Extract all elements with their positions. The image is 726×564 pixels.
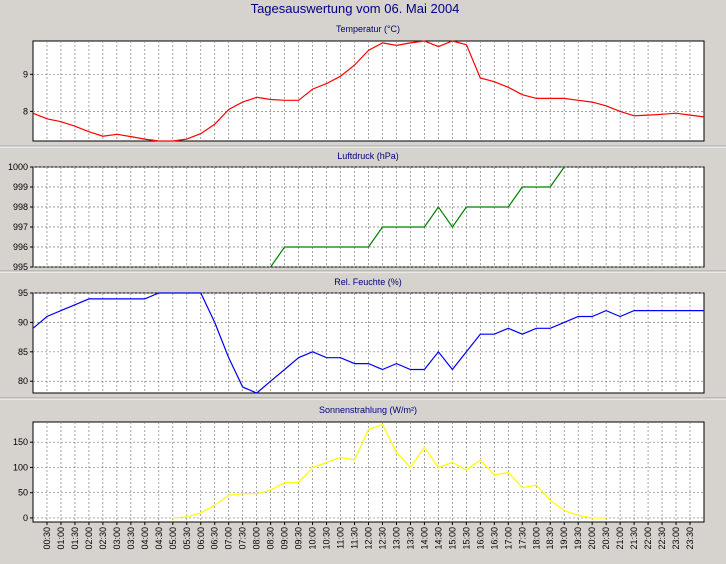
chart-panel: Rel. Feuchte (%) 80 85 90 95 [0,277,726,400]
x-tick-label: 19:00 [559,527,569,550]
y-tick-label: 998 [13,202,28,212]
x-tick-label: 14:00 [419,527,429,550]
x-tick-label: 11:00 [336,527,346,549]
series-line [172,423,607,519]
series-line [32,292,704,394]
x-tick-label: 13:00 [391,527,401,550]
chart-panel: Sonnenstrahlung (W/m²) 0 50 100 150 [13,405,705,523]
x-tick-label: 02:00 [84,527,94,550]
x-tick-label: 16:30 [489,527,499,550]
series-line [32,40,705,142]
chart-panel: Temperatur (°C) 8 9 [0,24,726,148]
x-tick-label: 20:00 [587,527,597,550]
x-tick-label: 07:30 [238,527,248,550]
x-axis-time-labels: 00:30 01:00 01:30 02:00 02:30 03:00 03:30 04:00… [42,522,695,550]
x-tick-label: 05:00 [168,527,178,550]
y-tick-label: 85 [18,347,28,357]
y-tick-label: 0 [23,513,28,523]
x-tick-label: 06:00 [196,527,206,550]
x-tick-label: 15:00 [447,527,457,550]
x-tick-label: 03:00 [112,527,122,550]
x-tick-label: 17:30 [517,527,527,550]
x-tick-label: 04:00 [140,527,150,550]
y-tick-label: 997 [13,222,28,232]
y-tick-label: 996 [13,242,28,252]
y-tick-label: 8 [23,106,28,116]
y-tick-label: 50 [18,488,28,498]
panel-title: Rel. Feuchte (%) [334,277,402,287]
x-tick-label: 06:30 [210,527,220,550]
x-tick-label: 01:30 [70,527,80,550]
x-tick-label: 10:00 [308,527,318,550]
x-tick-label: 14:30 [433,527,443,550]
x-tick-label: 15:30 [461,527,471,550]
panel-title: Sonnenstrahlung (W/m²) [319,405,417,415]
x-tick-label: 12:30 [377,527,387,550]
x-tick-label: 09:00 [280,527,290,550]
x-tick-label: 00:30 [42,527,52,550]
y-tick-label: 80 [18,376,28,386]
x-tick-label: 04:30 [154,527,164,550]
x-tick-label: 21:30 [629,527,639,550]
panel-title: Temperatur (°C) [336,24,400,34]
x-tick-label: 05:30 [182,527,192,550]
y-tick-label: 1000 [8,162,28,172]
y-tick-label: 9 [23,69,28,79]
chart-panel: Luftdruck (hPa) 995 996 997 998 999 1000 [0,151,726,273]
x-tick-label: 12:00 [364,527,374,550]
x-tick-label: 23:00 [671,527,681,550]
x-tick-label: 13:30 [405,527,415,550]
x-tick-label: 11:30 [350,527,360,549]
y-tick-label: 100 [13,462,28,472]
y-tick-label: 995 [13,262,28,272]
x-tick-label: 08:00 [252,527,262,550]
panel-title: Luftdruck (hPa) [337,151,399,161]
series-line [270,166,565,268]
x-tick-label: 20:30 [601,527,611,550]
y-tick-label: 95 [18,288,28,298]
page-title: Tagesauswertung vom 06. Mai 2004 [251,1,460,16]
chart-panels: Temperatur (°C) 8 9 Luftdruck (hPa) 995 996 99… [0,24,726,523]
x-tick-label: 18:00 [531,527,541,550]
x-tick-label: 19:30 [573,527,583,550]
y-tick-label: 999 [13,182,28,192]
x-tick-label: 07:00 [224,527,234,550]
y-tick-label: 150 [13,437,28,447]
x-tick-label: 16:00 [475,527,485,550]
x-tick-label: 22:00 [643,527,653,550]
x-tick-label: 02:30 [98,527,108,550]
x-tick-label: 23:30 [685,527,695,550]
x-tick-label: 17:00 [503,527,513,550]
x-tick-label: 08:30 [266,527,276,550]
x-tick-label: 03:30 [126,527,136,550]
x-tick-label: 22:30 [657,527,667,550]
x-tick-label: 09:30 [294,527,304,550]
x-tick-label: 10:30 [322,527,332,550]
x-tick-label: 18:30 [545,527,555,550]
y-tick-label: 90 [18,317,28,327]
x-tick-label: 01:00 [56,527,66,550]
x-tick-label: 21:00 [615,527,625,550]
